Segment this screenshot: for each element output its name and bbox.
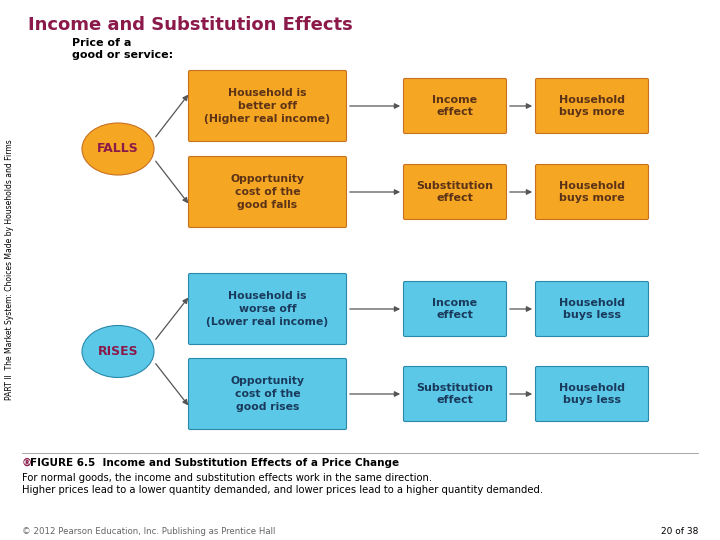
- Ellipse shape: [82, 123, 154, 175]
- FancyBboxPatch shape: [536, 78, 649, 133]
- Text: Opportunity
cost of the
good falls: Opportunity cost of the good falls: [230, 174, 305, 210]
- Text: Price of a: Price of a: [72, 38, 131, 48]
- Text: Household
buys more: Household buys more: [559, 180, 625, 204]
- Text: ®: ®: [22, 458, 36, 468]
- FancyBboxPatch shape: [189, 71, 346, 141]
- Text: Household
buys less: Household buys less: [559, 383, 625, 406]
- Text: FIGURE 6.5  Income and Substitution Effects of a Price Change: FIGURE 6.5 Income and Substitution Effec…: [30, 458, 399, 468]
- Text: Income and Substitution Effects: Income and Substitution Effects: [28, 16, 353, 34]
- Text: Income
effect: Income effect: [433, 298, 477, 320]
- Ellipse shape: [82, 326, 154, 377]
- Text: Opportunity
cost of the
good rises: Opportunity cost of the good rises: [230, 376, 305, 412]
- FancyBboxPatch shape: [403, 78, 506, 133]
- Text: good or service:: good or service:: [72, 50, 173, 60]
- Text: RISES: RISES: [98, 345, 138, 358]
- FancyBboxPatch shape: [536, 165, 649, 219]
- FancyBboxPatch shape: [536, 367, 649, 422]
- FancyBboxPatch shape: [403, 281, 506, 336]
- Text: © 2012 Pearson Education, Inc. Publishing as Prentice Hall: © 2012 Pearson Education, Inc. Publishin…: [22, 527, 275, 536]
- FancyBboxPatch shape: [536, 281, 649, 336]
- Text: Income
effect: Income effect: [433, 94, 477, 117]
- Text: Substitution
effect: Substitution effect: [416, 180, 493, 204]
- Text: Household is
worse off
(Lower real income): Household is worse off (Lower real incom…: [207, 291, 328, 327]
- Text: For normal goods, the income and substitution effects work in the same direction: For normal goods, the income and substit…: [22, 473, 432, 483]
- Text: Substitution
effect: Substitution effect: [416, 383, 493, 406]
- Text: Household is
better off
(Higher real income): Household is better off (Higher real inc…: [204, 88, 330, 124]
- FancyBboxPatch shape: [189, 359, 346, 429]
- FancyBboxPatch shape: [403, 367, 506, 422]
- Text: Household
buys more: Household buys more: [559, 94, 625, 117]
- Text: 20 of 38: 20 of 38: [661, 527, 698, 536]
- Text: PART II  The Market System: Choices Made by Households and Firms: PART II The Market System: Choices Made …: [6, 140, 14, 400]
- Text: Higher prices lead to a lower quantity demanded, and lower prices lead to a high: Higher prices lead to a lower quantity d…: [22, 485, 543, 495]
- FancyBboxPatch shape: [403, 165, 506, 219]
- Text: Household
buys less: Household buys less: [559, 298, 625, 320]
- FancyBboxPatch shape: [189, 273, 346, 345]
- FancyBboxPatch shape: [189, 157, 346, 227]
- Text: FALLS: FALLS: [97, 143, 139, 156]
